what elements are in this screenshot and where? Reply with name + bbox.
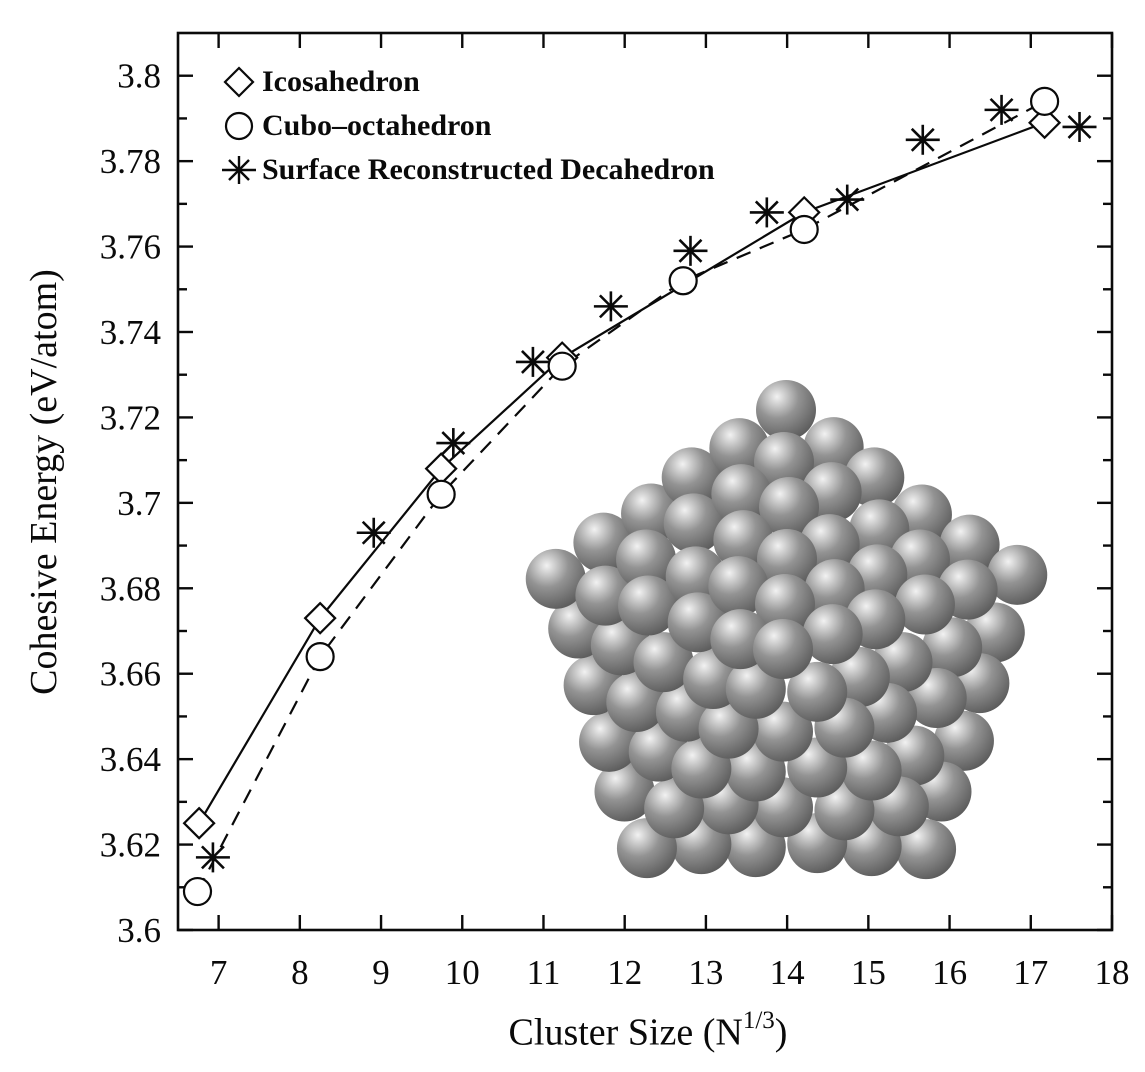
y-tick-label: 3.66 <box>100 655 161 694</box>
legend-label: Icosahedron <box>262 65 420 98</box>
inset-atom-sphere <box>661 447 722 508</box>
inset-atom-sphere <box>922 617 983 678</box>
inset-atom-sphere <box>594 761 655 822</box>
asterisk-marker <box>521 349 545 374</box>
inset-atom-sphere <box>618 575 679 636</box>
x-tick-label: 16 <box>932 953 967 992</box>
x-tick-label: 18 <box>1095 953 1130 992</box>
inset-atom-sphere <box>753 701 813 762</box>
y-tick-label: 3.72 <box>100 398 161 437</box>
inset-atom-sphere <box>755 574 815 634</box>
y-tick-label: 3.64 <box>100 740 161 779</box>
y-tick-label: 3.68 <box>100 569 161 608</box>
inset-atom-sphere <box>987 544 1048 605</box>
circle-marker <box>789 214 819 245</box>
asterisk-marker <box>910 127 935 152</box>
inset-atom-sphere <box>663 493 724 554</box>
asterisk-marker <box>201 845 225 870</box>
legend-item-decahedron: Surface Reconstructed Decahedron <box>219 148 715 192</box>
diamond-icon <box>219 63 259 101</box>
x-tick-label: 15 <box>851 953 886 992</box>
legend-label: Cubo–octahedron <box>262 109 492 142</box>
y-tick-label: 3.6 <box>117 911 161 950</box>
circle-marker <box>426 479 456 509</box>
x-tick-label: 9 <box>372 953 390 992</box>
y-tick-label: 3.76 <box>100 228 161 267</box>
x-tick-label: 13 <box>688 953 723 992</box>
y-tick-label: 3.8 <box>117 57 161 96</box>
diamond-marker <box>303 601 337 635</box>
circle-marker <box>1029 86 1060 116</box>
inset-atom-sphere <box>711 464 772 525</box>
inset-atom-sphere <box>525 548 586 609</box>
x-axis-title-text: Cluster Size (N <box>508 1011 743 1054</box>
x-axis-title: Cluster Size (N1/3) <box>508 1007 788 1055</box>
inset-atom-sphere <box>933 710 994 771</box>
asterisk-marker <box>835 187 860 212</box>
asterisk-marker <box>441 431 466 455</box>
x-axis-title-suffix: ) <box>774 1011 788 1054</box>
inset-atom-sphere <box>616 529 677 590</box>
asterisk-marker <box>598 294 623 319</box>
y-tick-label: 3.74 <box>100 313 161 352</box>
y-axis: 3.6 3.62 3.64 3.66 3.68 3.7 3.72 3.74 3.76 3.78 3.… <box>100 57 1112 950</box>
x-tick-label: 8 <box>291 953 309 992</box>
x-tick-label: 10 <box>445 953 480 992</box>
inset-atom-sphere <box>633 632 694 693</box>
x-tick-label: 14 <box>770 953 805 992</box>
circle-marker <box>547 351 577 381</box>
asterisk-marker <box>361 520 386 545</box>
x-axis: 7 8 9 10 11 12 13 14 15 16 17 18 <box>210 33 1130 992</box>
asterisk-marker <box>1067 115 1092 139</box>
diamond-marker <box>1028 106 1062 140</box>
inset-atom-sphere <box>754 432 814 492</box>
y-axis-title: Cohesive Energy (eV/atom) <box>23 269 65 695</box>
circle-marker <box>668 266 698 296</box>
inset-atom-sphere <box>802 604 863 665</box>
inset-atom-sphere <box>896 819 957 880</box>
y-tick-label: 3.62 <box>100 826 161 865</box>
asterisk-marker <box>678 238 703 263</box>
inset-atom-sphere <box>939 514 1000 575</box>
inset-atom-sphere <box>757 529 817 589</box>
legend-item-cubo-octahedron: Cubo–octahedron <box>219 104 715 148</box>
x-tick-label: 17 <box>1013 953 1048 992</box>
series-markers-diamond <box>182 106 1062 840</box>
inset-atom-sphere <box>753 619 813 679</box>
inset-atom-sphere <box>759 477 819 537</box>
legend-item-icosahedron: Icosahedron <box>219 60 715 104</box>
inset-atom-sphere <box>708 556 769 617</box>
x-tick-label: 12 <box>607 953 642 992</box>
asterisk-icon <box>219 151 259 189</box>
series-markers-asterisk <box>195 94 1097 873</box>
asterisk-marker <box>989 97 1014 122</box>
y-tick-label: 3.78 <box>100 142 161 181</box>
series-markers-circle <box>182 86 1060 907</box>
inset-atom-sphere <box>841 740 902 801</box>
legend: Icosahedron Cubo–octahedron Surface Reco… <box>219 60 715 192</box>
x-axis-title-superscript: 1/3 <box>742 1007 775 1034</box>
legend-label: Surface Reconstructed Decahedron <box>262 153 715 186</box>
x-tick-label: 7 <box>210 953 228 992</box>
inset-atom-sphere <box>787 661 848 722</box>
inset-atom-sphere <box>756 380 816 440</box>
y-tick-label: 3.7 <box>117 484 161 523</box>
diamond-marker <box>182 806 216 840</box>
circle-icon <box>219 107 259 145</box>
nanoparticle-inset-image <box>525 380 1048 880</box>
asterisk-marker <box>754 200 779 225</box>
plot-frame <box>176 31 1114 932</box>
x-tick-label: 11 <box>527 953 561 992</box>
circle-marker <box>182 876 213 907</box>
circle-marker <box>305 642 335 672</box>
inset-atom-sphere <box>894 574 955 635</box>
